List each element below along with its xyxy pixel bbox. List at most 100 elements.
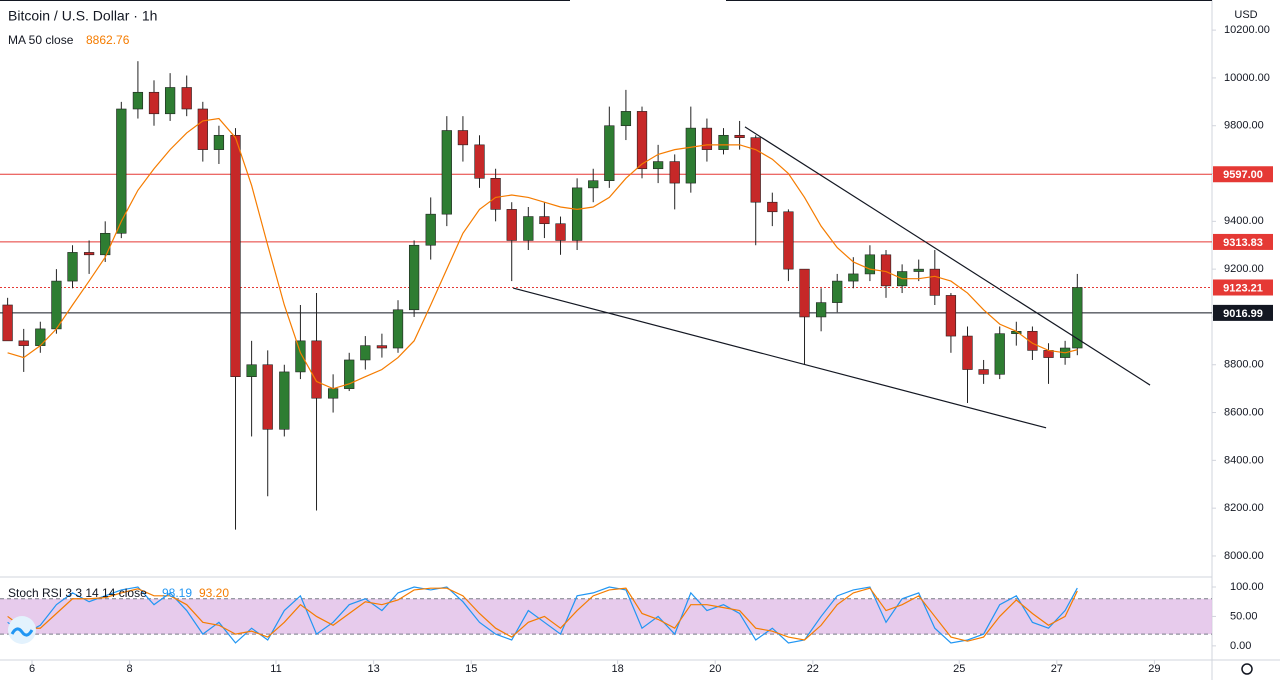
candle-body bbox=[555, 223, 566, 241]
y-tick-label: 10200.00 bbox=[1224, 24, 1270, 36]
x-tick-label: 20 bbox=[709, 663, 721, 675]
x-tick-label: 27 bbox=[1051, 663, 1063, 675]
plot bbox=[0, 61, 1212, 644]
candle-body bbox=[392, 309, 404, 349]
candle-body bbox=[490, 178, 501, 210]
candle-body bbox=[474, 144, 485, 179]
stoch-tick-label: 50.00 bbox=[1230, 610, 1258, 622]
candle-body bbox=[652, 161, 664, 170]
candle-body bbox=[100, 232, 111, 256]
x-tick-label: 29 bbox=[1148, 663, 1160, 675]
candle-body bbox=[230, 134, 241, 377]
candle-body bbox=[913, 268, 924, 272]
candle-body bbox=[246, 364, 257, 377]
y-tick-label: 8800.00 bbox=[1224, 359, 1264, 371]
candle-body bbox=[360, 345, 371, 361]
stoch-tick-label: 0.00 bbox=[1230, 640, 1251, 652]
candle-body bbox=[783, 211, 794, 270]
candle-body bbox=[327, 388, 339, 399]
x-tick-label: 6 bbox=[29, 663, 35, 675]
x-tick-label: 13 bbox=[367, 663, 379, 675]
x-tick-label: 11 bbox=[270, 663, 281, 675]
candle-body bbox=[620, 111, 632, 127]
candle-body bbox=[945, 295, 957, 337]
candle-body bbox=[767, 201, 778, 213]
candle-body bbox=[571, 187, 583, 241]
candle-body bbox=[1072, 287, 1083, 349]
candle-body bbox=[181, 87, 192, 110]
candle-body bbox=[994, 333, 1005, 375]
x-tick-label: 25 bbox=[953, 663, 965, 675]
x-tick-label: 18 bbox=[611, 663, 623, 675]
candle-body bbox=[83, 252, 95, 256]
candle-body bbox=[880, 254, 892, 287]
trendline bbox=[744, 126, 1151, 386]
candle-body bbox=[148, 91, 160, 115]
candle-body bbox=[295, 340, 306, 373]
y-tick-label: 9400.00 bbox=[1224, 215, 1264, 227]
y-tick-label: 9800.00 bbox=[1224, 120, 1264, 132]
candle-body bbox=[164, 87, 176, 115]
candle-body bbox=[734, 134, 745, 138]
candle-body bbox=[636, 111, 648, 170]
candle-body bbox=[718, 134, 729, 150]
level-label: 9123.21 bbox=[1223, 282, 1263, 294]
ma-legend: MA 50 close bbox=[8, 33, 74, 47]
candle-body bbox=[750, 137, 761, 203]
candle-body bbox=[311, 340, 322, 399]
y-tick-label: 8400.00 bbox=[1224, 454, 1264, 466]
candle-body bbox=[132, 91, 144, 110]
trendline bbox=[513, 287, 1047, 429]
candle-body bbox=[962, 335, 973, 370]
candle-body bbox=[408, 244, 420, 311]
x-tick-label: 22 bbox=[807, 663, 819, 675]
candle-body bbox=[2, 304, 13, 342]
settings-icon[interactable] bbox=[1241, 663, 1253, 675]
candle-body bbox=[1027, 330, 1038, 351]
level-tag bbox=[1213, 166, 1273, 183]
candle-body bbox=[441, 130, 452, 215]
candle-body bbox=[18, 340, 29, 346]
candle-body bbox=[685, 127, 696, 184]
candle-body bbox=[67, 252, 78, 282]
y-tick-label: 9200.00 bbox=[1224, 263, 1264, 275]
candle-body bbox=[815, 302, 827, 318]
candle-body bbox=[425, 213, 436, 246]
candle-body bbox=[539, 216, 550, 225]
candle-body bbox=[864, 254, 876, 275]
candle-body bbox=[116, 108, 127, 234]
stoch-line bbox=[7, 587, 1078, 642]
level-label: 9597.00 bbox=[1223, 169, 1263, 181]
candle-body bbox=[588, 180, 599, 189]
level-tag bbox=[1213, 233, 1273, 250]
chart-title: Bitcoin / U.S. Dollar · 1h bbox=[8, 8, 157, 24]
candle-body bbox=[523, 216, 534, 241]
candle-body bbox=[213, 134, 225, 150]
currency-label: USD bbox=[1234, 9, 1257, 21]
candle-body bbox=[799, 268, 810, 318]
y-tick-label: 10000.00 bbox=[1224, 72, 1270, 84]
stoch-legend: Stoch RSI 3 3 14 14 close bbox=[8, 586, 147, 600]
candle-body bbox=[51, 280, 62, 330]
y-tick-label: 8200.00 bbox=[1224, 502, 1264, 514]
logo[interactable] bbox=[8, 616, 36, 644]
level-label: 9016.99 bbox=[1223, 308, 1263, 320]
stoch-k-value: 98.19 bbox=[162, 586, 192, 600]
level-tag bbox=[1213, 279, 1273, 296]
ma-line bbox=[7, 117, 1078, 390]
candle-body bbox=[344, 359, 355, 389]
candle-body bbox=[35, 328, 46, 346]
candle-body bbox=[376, 345, 388, 349]
candle-body bbox=[669, 161, 680, 184]
y-tick-label: 8000.00 bbox=[1224, 550, 1264, 562]
candle-body bbox=[832, 280, 843, 303]
level-label: 9313.83 bbox=[1223, 237, 1263, 249]
x-tick-label: 15 bbox=[465, 663, 477, 675]
stoch-d-value: 93.20 bbox=[199, 586, 229, 600]
candle-body bbox=[506, 209, 517, 241]
y-tick-label: 8600.00 bbox=[1224, 406, 1264, 418]
candle-body bbox=[848, 273, 859, 282]
